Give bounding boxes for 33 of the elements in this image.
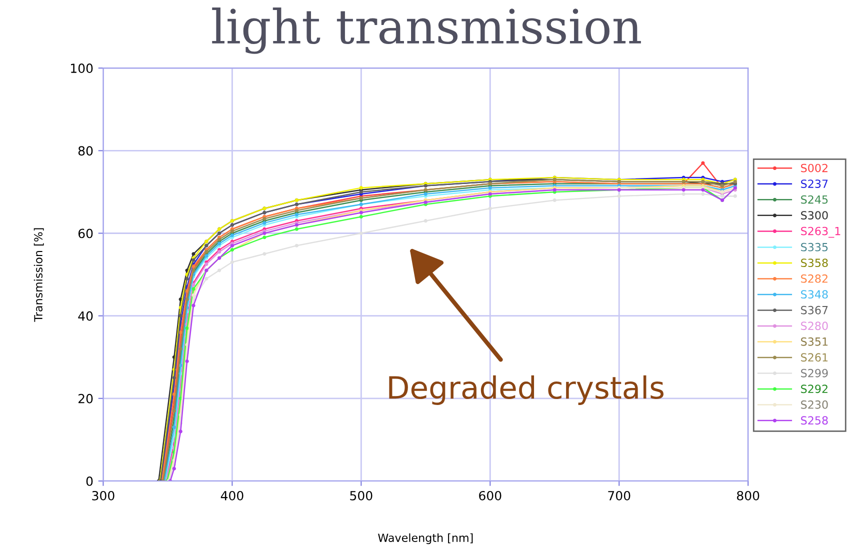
legend-label: S300 (801, 211, 828, 220)
legend-label: S230 (801, 400, 828, 409)
legend-label: S258 (801, 416, 828, 425)
legend-label: S261 (801, 353, 828, 362)
x-tick-label: 800 (737, 490, 760, 500)
x-tick-label: 600 (479, 490, 502, 500)
y-tick-label: 0 (86, 476, 93, 486)
legend-label: S237 (801, 180, 828, 188)
legend-label: S358 (801, 258, 828, 268)
legend-label: S263_1 (801, 226, 840, 238)
legend-label: S282 (801, 274, 828, 283)
y-tick-label: 60 (78, 228, 93, 238)
legend-label: S348 (801, 290, 828, 299)
legend-label: S367 (801, 306, 828, 314)
legend-label: S245 (801, 195, 828, 204)
legend-label: S335 (801, 242, 828, 252)
legend-label: S299 (801, 368, 828, 378)
y-axis-title: Transmission [%] (34, 228, 44, 322)
y-tick-label: 40 (78, 311, 93, 321)
annotation: Degraded crystals (389, 375, 664, 405)
x-axis-title: Wavelength [nm] (378, 533, 473, 544)
legend-label: S002 (801, 164, 828, 172)
chart-title: light transmission (212, 8, 641, 54)
x-tick-label: 500 (350, 490, 372, 500)
x-tick-label: 700 (608, 490, 630, 500)
legend-label: S351 (801, 337, 828, 346)
legend-label: S280 (801, 322, 828, 330)
y-tick-label: 100 (71, 64, 93, 74)
y-tick-label: 80 (78, 146, 93, 156)
x-tick-label: 400 (220, 490, 244, 500)
legend-label: S292 (801, 384, 828, 394)
y-tick-label: 20 (78, 394, 93, 404)
x-tick-label: 300 (92, 490, 114, 500)
